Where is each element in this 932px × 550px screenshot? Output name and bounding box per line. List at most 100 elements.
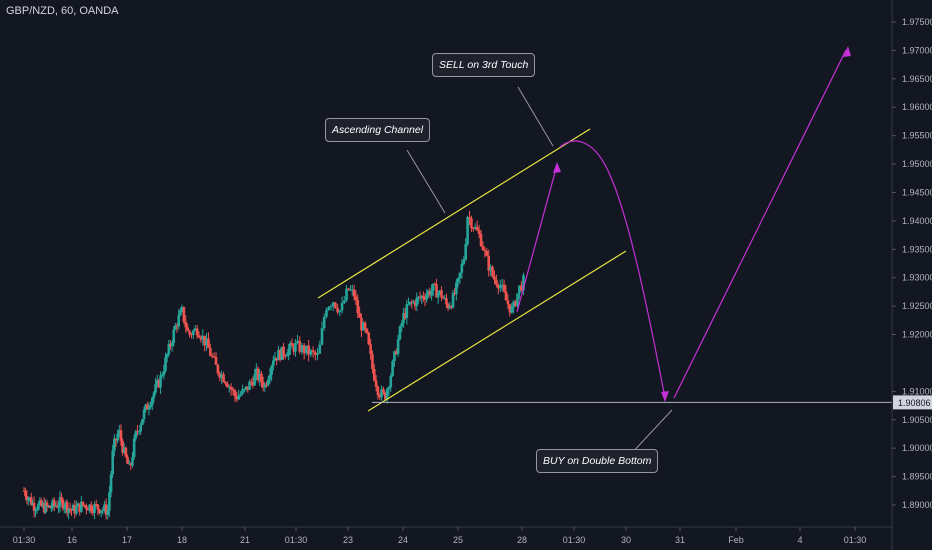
candle-body bbox=[338, 310, 342, 313]
projection-arrowhead bbox=[843, 46, 851, 57]
annotation-sell-on-3rd-touch[interactable]: SELL on 3rd Touch bbox=[432, 53, 536, 77]
candle-body bbox=[177, 315, 180, 327]
candle-body bbox=[336, 307, 339, 313]
candle-body bbox=[345, 288, 348, 301]
candle-body bbox=[25, 496, 29, 501]
time-tick-label: 18 bbox=[177, 535, 187, 545]
candle-body bbox=[188, 330, 191, 335]
annotation-buy-on-double-bottom[interactable]: BUY on Double Bottom bbox=[536, 449, 659, 473]
candle-body bbox=[500, 284, 504, 286]
candle-body bbox=[70, 509, 73, 511]
annotation-text: BUY on Double Bottom bbox=[543, 455, 652, 467]
candle-body bbox=[201, 335, 205, 340]
candle-body bbox=[320, 328, 324, 345]
candle-body bbox=[327, 307, 330, 310]
candle-body bbox=[311, 350, 315, 353]
candle-body bbox=[258, 373, 262, 380]
candle-body bbox=[393, 351, 396, 362]
candle-body bbox=[54, 505, 57, 507]
candle-body bbox=[489, 266, 492, 271]
candle-body bbox=[261, 382, 265, 388]
candle-body bbox=[86, 508, 90, 511]
candle-body bbox=[491, 266, 494, 277]
candle-body bbox=[440, 290, 443, 298]
time-axis[interactable]: 01:30 16 17 18 21 01:30 23 24 25 28 01:30 30 31 Feb 4 0… bbox=[13, 527, 867, 545]
candle-body bbox=[124, 447, 128, 457]
candle-body bbox=[502, 284, 506, 292]
candle-body bbox=[277, 350, 280, 361]
candle-body bbox=[298, 340, 302, 352]
price-tick-label: 1.89000 bbox=[902, 500, 932, 510]
candle-body bbox=[224, 382, 227, 384]
candle-body bbox=[149, 405, 152, 408]
candle-body bbox=[431, 283, 435, 291]
candle-body bbox=[347, 288, 350, 290]
callout-pointer bbox=[629, 409, 673, 456]
candle-body bbox=[89, 504, 93, 512]
candle-body bbox=[73, 505, 77, 514]
candle-body bbox=[27, 498, 30, 501]
candle-body bbox=[394, 351, 398, 355]
candle-body bbox=[382, 389, 385, 393]
candle-body bbox=[455, 282, 458, 294]
candle-body bbox=[263, 384, 267, 388]
candle-body bbox=[372, 368, 376, 381]
candle-body bbox=[111, 450, 114, 475]
time-tick-label: 01:30 bbox=[844, 535, 867, 545]
candle-body bbox=[456, 278, 460, 283]
candle-body bbox=[504, 291, 508, 301]
candle-body bbox=[354, 296, 358, 301]
candle-body bbox=[144, 404, 147, 410]
candle-body bbox=[169, 343, 172, 347]
price-axis[interactable]: 1.97500 1.97000 1.96500 1.96000 1.95500 1.950… bbox=[892, 17, 932, 510]
candle-body bbox=[268, 374, 272, 380]
candle-body bbox=[83, 505, 86, 507]
candle-body bbox=[167, 343, 171, 355]
candle-body bbox=[367, 332, 371, 345]
candle-body bbox=[481, 246, 485, 251]
candle-body bbox=[446, 304, 450, 309]
candle-body bbox=[275, 357, 279, 361]
candle-body bbox=[374, 380, 378, 387]
time-tick-label: 24 bbox=[398, 535, 408, 545]
candle-body bbox=[405, 304, 409, 318]
candle-body bbox=[413, 301, 417, 307]
candle-body bbox=[402, 313, 405, 324]
candle-body bbox=[294, 342, 297, 352]
candle-body bbox=[71, 505, 75, 511]
candle-body bbox=[325, 309, 328, 317]
candle-body bbox=[108, 492, 111, 511]
candle-body bbox=[160, 375, 164, 377]
time-tick-label: 16 bbox=[67, 535, 77, 545]
candle-body bbox=[212, 356, 216, 358]
candle-body bbox=[361, 322, 365, 331]
candle-body bbox=[342, 300, 346, 303]
candle-body bbox=[121, 440, 124, 453]
candle-body bbox=[39, 500, 43, 506]
candle-body bbox=[29, 497, 33, 505]
candle-body bbox=[91, 511, 95, 513]
price-tick-label: 1.92000 bbox=[902, 330, 932, 340]
candle-body bbox=[164, 357, 167, 371]
candle-body bbox=[256, 368, 260, 380]
callout-pointer bbox=[517, 86, 554, 147]
candle-body bbox=[472, 228, 475, 230]
candle-body bbox=[415, 297, 419, 307]
candle-body bbox=[352, 289, 356, 297]
candle-body bbox=[180, 306, 184, 311]
candle-body bbox=[473, 226, 477, 229]
candle-body bbox=[358, 313, 361, 318]
candle-body bbox=[205, 338, 208, 346]
candle-body bbox=[493, 276, 496, 280]
price-tick-label: 1.95500 bbox=[902, 131, 932, 141]
candle-body bbox=[57, 506, 60, 508]
candle-body bbox=[218, 373, 222, 378]
candle-body bbox=[302, 345, 306, 354]
candle-body bbox=[458, 272, 462, 279]
candle-body bbox=[159, 375, 162, 388]
candle-body bbox=[37, 503, 40, 510]
candle-body bbox=[383, 392, 387, 400]
annotation-ascending-channel[interactable]: Ascending Channel bbox=[325, 118, 431, 142]
candle-body bbox=[246, 386, 250, 390]
